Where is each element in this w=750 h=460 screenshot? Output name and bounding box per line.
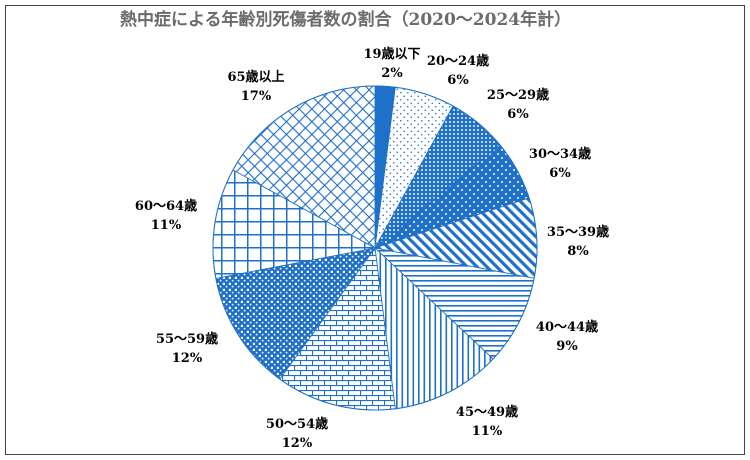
slice-percent-unit: % — [300, 436, 313, 451]
slice-percent-value: 11 — [151, 218, 169, 233]
slice-percent-value: 6 — [549, 166, 558, 181]
slice-percent-value: 12 — [282, 436, 300, 451]
slice-percent-unit: % — [259, 89, 272, 104]
slice-percent-unit: % — [390, 66, 403, 81]
slice-percent-label: 9% — [556, 339, 578, 354]
slice-percent-unit: % — [558, 166, 571, 181]
slice-percent-unit: % — [190, 351, 203, 366]
slice-category-label: 60～64歳 — [135, 198, 197, 214]
slice-percent-label: 12% — [282, 436, 313, 451]
slice-percent-label: 2% — [381, 66, 403, 81]
slice-percent-unit: % — [565, 339, 578, 354]
pie-slices — [212, 85, 538, 411]
slice-percent-unit: % — [576, 244, 589, 259]
slice-percent-value: 17 — [241, 89, 259, 104]
slice-percent-label: 8% — [567, 244, 589, 259]
slice-labels: 19歳以下 2% 20～24歳 6% 25～29歳 6% 30～34歳 6% 35～39歳 8% 4… — [135, 46, 609, 451]
slice-percent-value: 11 — [472, 424, 490, 439]
slice-percent-label: 6% — [447, 73, 469, 88]
slice-percent-label: 12% — [172, 351, 203, 366]
slice-category-label: 19歳以下 — [363, 46, 420, 62]
slice-percent-label: 11% — [472, 424, 503, 439]
slice-percent-value: 12 — [172, 351, 190, 366]
slice-category-label: 45～49歳 — [456, 404, 518, 420]
slice-percent-label: 6% — [549, 166, 571, 181]
slice-percent-unit: % — [456, 73, 469, 88]
slice-category-label: 35～39歳 — [547, 224, 609, 240]
slice-percent-unit: % — [169, 218, 182, 233]
slice-percent-unit: % — [516, 107, 529, 122]
slice-percent-label: 11% — [151, 218, 182, 233]
slice-category-label: 25～29歳 — [487, 87, 549, 103]
slice-percent-value: 6 — [447, 73, 456, 88]
slice-percent-value: 9 — [556, 339, 565, 354]
chart-title: 熱中症による年齢別死傷者数の割合（2020～2024年計） — [120, 9, 571, 30]
pie-outline — [212, 85, 538, 411]
slice-category-label: 30～34歳 — [529, 146, 591, 162]
slice-category-label: 20～24歳 — [427, 53, 489, 69]
slice-percent-label: 6% — [507, 107, 529, 122]
slice-percent-unit: % — [490, 424, 503, 439]
slice-percent-value: 6 — [507, 107, 516, 122]
slice-percent-value: 2 — [381, 66, 390, 81]
slice-percent-label: 17% — [241, 89, 272, 104]
slice-category-label: 55～59歳 — [156, 331, 218, 347]
slice-category-label: 50～54歳 — [266, 416, 328, 432]
slice-category-label: 65歳以上 — [227, 69, 284, 85]
slice-category-label: 40～44歳 — [536, 319, 598, 335]
slice-percent-value: 8 — [567, 244, 576, 259]
